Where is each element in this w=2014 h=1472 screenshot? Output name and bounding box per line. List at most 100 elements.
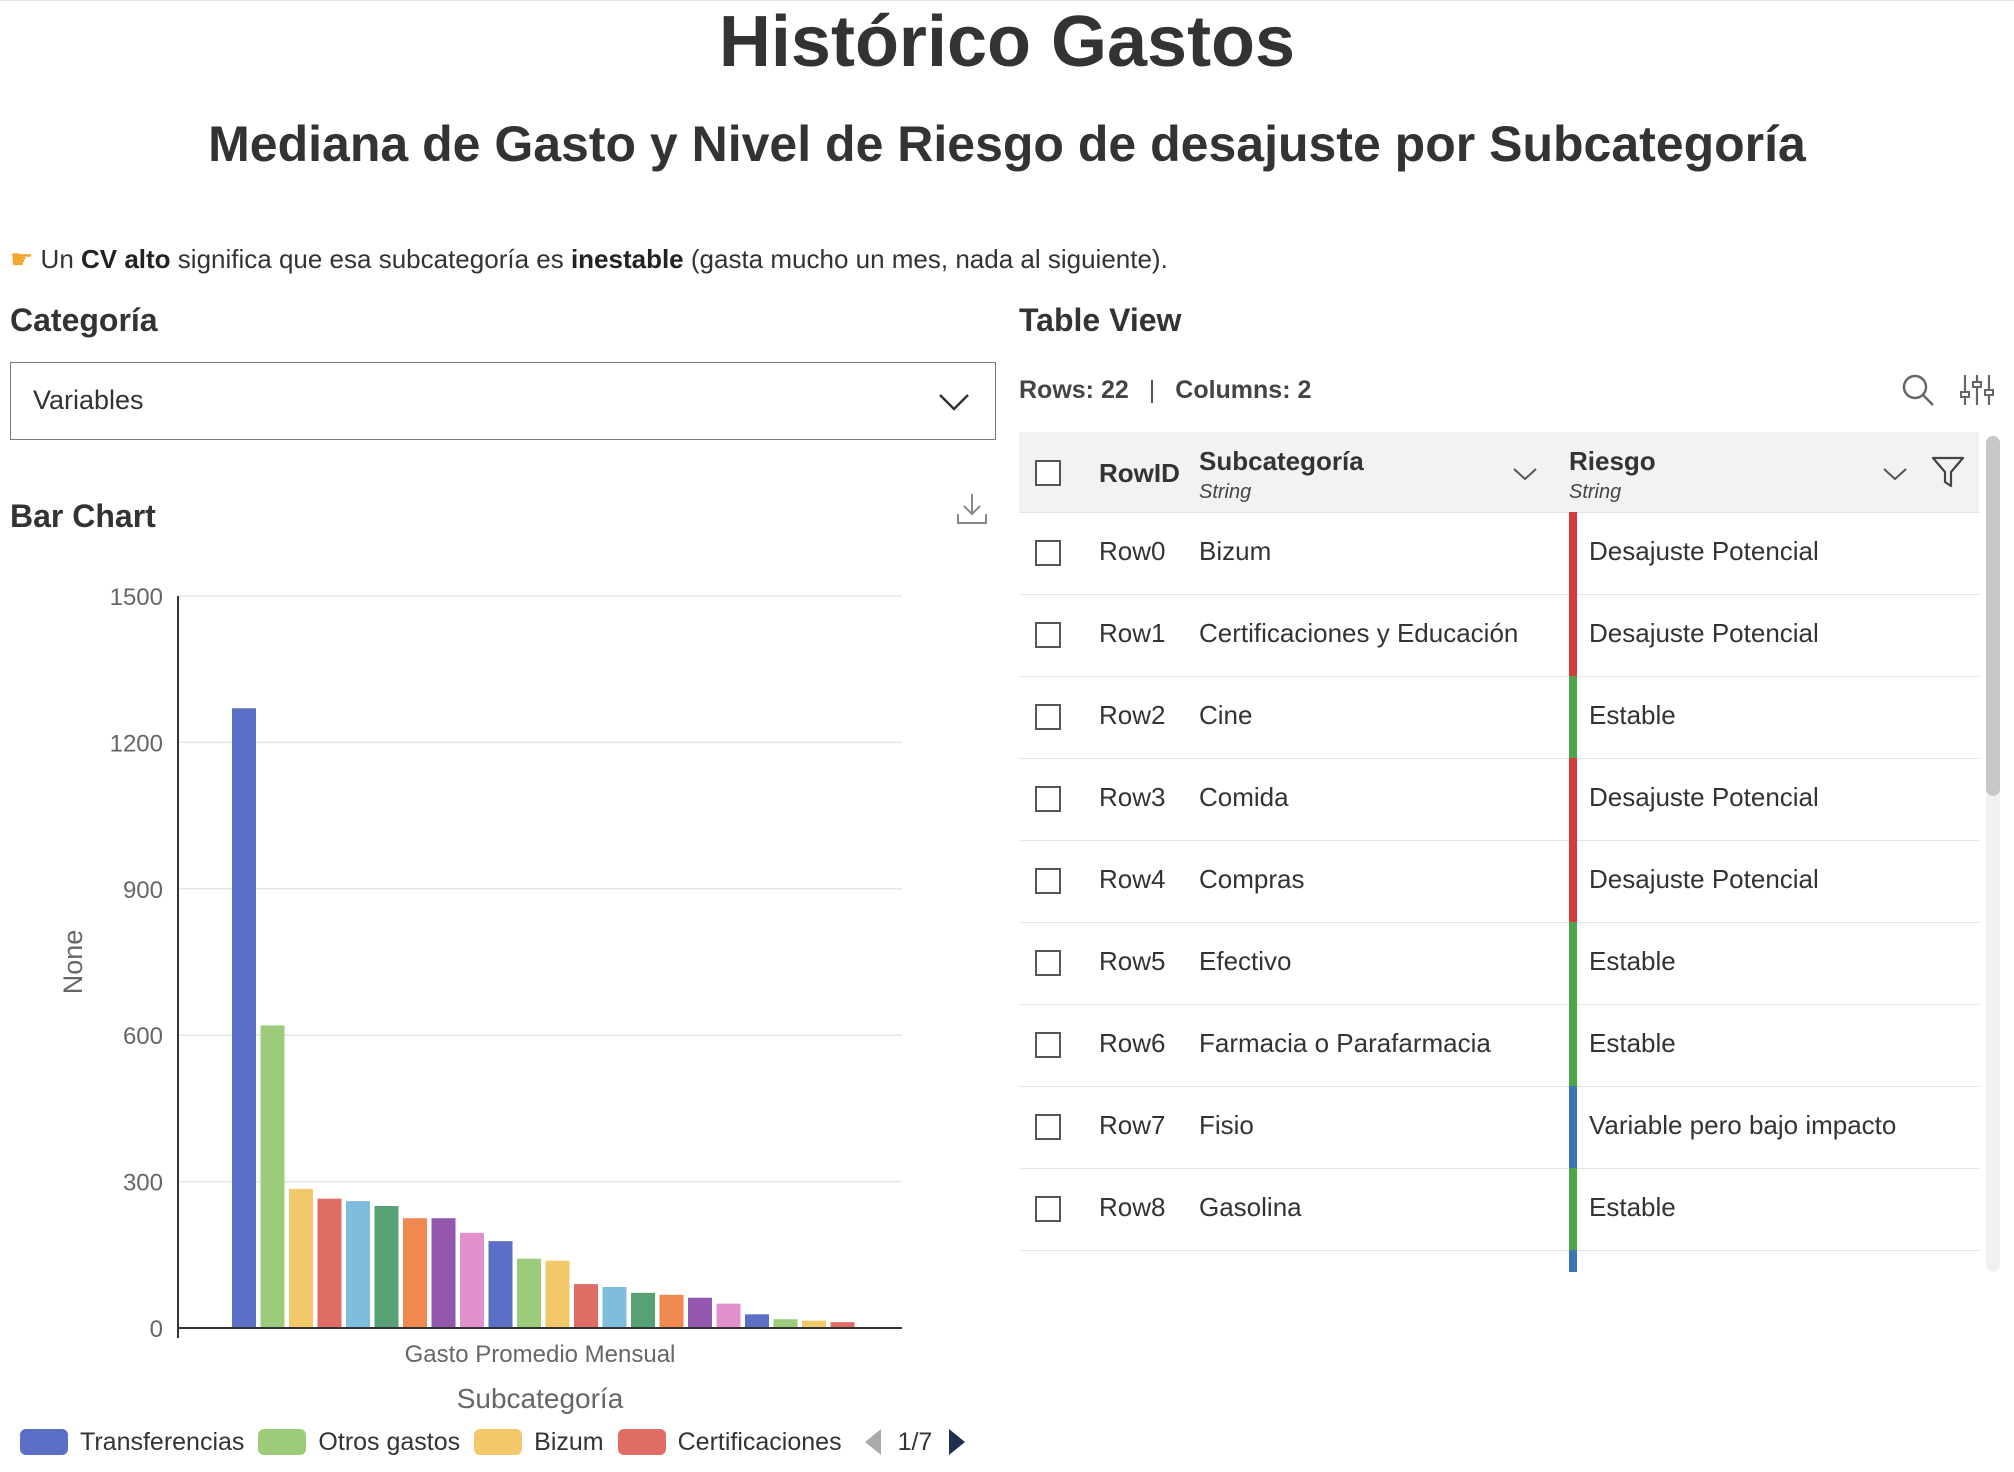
chevron-down-icon[interactable] [1511,464,1539,484]
bar[interactable] [602,1287,627,1328]
row-checkbox[interactable] [1035,540,1061,566]
bar[interactable] [545,1260,570,1328]
table-summary: Rows: 22 | Columns: 2 [1019,376,1312,404]
risk-color-bar [1569,1168,1577,1250]
y-tick-label: 1200 [110,730,163,757]
table-row[interactable]: Row1 Certificaciones y Educación Desajus… [1019,594,1979,677]
bar[interactable] [659,1294,684,1328]
row-checkbox[interactable] [1035,704,1061,730]
row-id: Row5 [1099,946,1166,976]
rowid-column-header[interactable]: RowID [1099,458,1180,488]
row-id: Row2 [1099,700,1166,730]
table-row[interactable]: Row3 Comida Desajuste Potencial [1019,758,1979,841]
search-icon[interactable] [1900,372,1936,408]
riesgo-column-header[interactable]: Riesgo String [1569,446,1656,503]
bar[interactable] [289,1188,313,1328]
bar[interactable] [517,1258,541,1328]
chevron-down-icon[interactable] [1881,464,1909,484]
bar[interactable] [773,1319,798,1328]
legend-swatch [258,1429,307,1455]
bar[interactable] [317,1198,342,1328]
riesgo-cell: Desajuste Potencial [1589,782,1819,812]
top-divider [0,0,2014,1]
riesgo-cell: Variable pero bajo impacto [1589,1110,1897,1140]
table-row[interactable]: Row0 Bizum Desajuste Potencial [1019,512,1979,595]
row-checkbox[interactable] [1035,1196,1061,1222]
risk-color-bar [1569,922,1577,1004]
bar[interactable] [488,1241,513,1328]
table-row[interactable]: Row4 Compras Desajuste Potencial [1019,840,1979,923]
y-tick-label: 0 [150,1316,163,1343]
row-checkbox[interactable] [1035,786,1061,812]
table-row[interactable]: Row2 Cine Estable [1019,676,1979,759]
page-title: Histórico Gastos [718,2,1296,82]
table-scrollbar-thumb[interactable] [1986,436,2000,796]
subcategoria-cell: Farmacia o Parafarmacia [1199,1028,1491,1058]
risk-color-bar [1569,1250,1577,1272]
legend-item[interactable]: Otros gastos [258,1428,460,1457]
subcategoria-cell: Comida [1199,782,1289,812]
legend-item[interactable]: Transferencias [20,1428,244,1457]
next-page-icon[interactable] [948,1428,966,1456]
bar[interactable] [232,708,256,1328]
bar[interactable] [346,1201,370,1328]
y-axis-label: None [58,930,88,995]
table-row[interactable]: Row5 Efectivo Estable [1019,922,1979,1005]
bar[interactable] [260,1025,285,1328]
risk-color-bar [1569,676,1577,758]
riesgo-cell: Desajuste Potencial [1589,536,1819,566]
bar[interactable] [374,1206,399,1328]
row-id: Row3 [1099,782,1166,812]
bar[interactable] [802,1320,826,1328]
bar-chart: 0 300 600 900 1200 1500 None Gasto Promedio M… [58,584,902,1414]
subcategoria-column-header[interactable]: Subcategoría String [1199,446,1364,503]
riesgo-cell: Estable [1589,700,1676,730]
legend-item[interactable]: Bizum [474,1428,604,1457]
row-checkbox[interactable] [1035,1032,1061,1058]
bar-chart-label: Bar Chart [10,498,156,534]
subcategoria-cell: Bizum [1199,536,1272,566]
y-tick-label: 300 [123,1170,163,1197]
legend-item[interactable]: Certificaciones [617,1428,842,1457]
riesgo-cell: Desajuste Potencial [1589,618,1819,648]
table-row-partial[interactable] [1019,1250,1979,1272]
bar[interactable] [403,1218,427,1328]
settings-sliders-icon[interactable] [1960,372,1994,408]
x-axis-label: Subcategoría [457,1383,624,1414]
select-all-checkbox[interactable] [1035,460,1061,486]
bar[interactable] [688,1297,712,1328]
download-icon[interactable] [956,492,988,526]
row-checkbox[interactable] [1035,868,1061,894]
bar[interactable] [631,1292,655,1328]
y-tick-label: 1500 [110,584,163,611]
table-row[interactable]: Row7 Fisio Variable pero bajo impacto [1019,1086,1979,1169]
row-checkbox[interactable] [1035,622,1061,648]
subcategoria-cell: Efectivo [1199,946,1292,976]
risk-color-bar [1569,1086,1577,1168]
legend-swatch [20,1429,68,1455]
prev-page-icon[interactable] [864,1428,882,1456]
table-row[interactable]: Row6 Farmacia o Parafarmacia Estable [1019,1004,1979,1087]
filter-icon[interactable] [1931,456,1965,488]
category-dropdown[interactable]: Variables [10,362,996,440]
subcategoria-cell: Fisio [1199,1110,1254,1140]
chevron-down-icon [939,394,969,411]
risk-color-bar [1569,512,1577,594]
x-category-label: Gasto Promedio Mensual [405,1341,676,1368]
info-note: ☛ Un CV alto significa que esa subcatego… [10,244,1168,274]
table-row[interactable]: Row8 Gasolina Estable [1019,1168,1979,1251]
bar[interactable] [460,1232,484,1328]
row-id: Row8 [1099,1192,1166,1222]
bar[interactable] [745,1314,769,1328]
row-id: Row7 [1099,1110,1166,1140]
bar[interactable] [830,1322,855,1328]
risk-color-bar [1569,758,1577,840]
bar[interactable] [716,1303,741,1328]
row-checkbox[interactable] [1035,950,1061,976]
row-id: Row0 [1099,536,1166,566]
row-checkbox[interactable] [1035,1114,1061,1140]
riesgo-cell: Desajuste Potencial [1589,864,1819,894]
bar[interactable] [431,1218,456,1328]
bar[interactable] [574,1284,598,1328]
chart-legend: Transferencias Otros gastos Bizum Certif… [20,1424,966,1460]
